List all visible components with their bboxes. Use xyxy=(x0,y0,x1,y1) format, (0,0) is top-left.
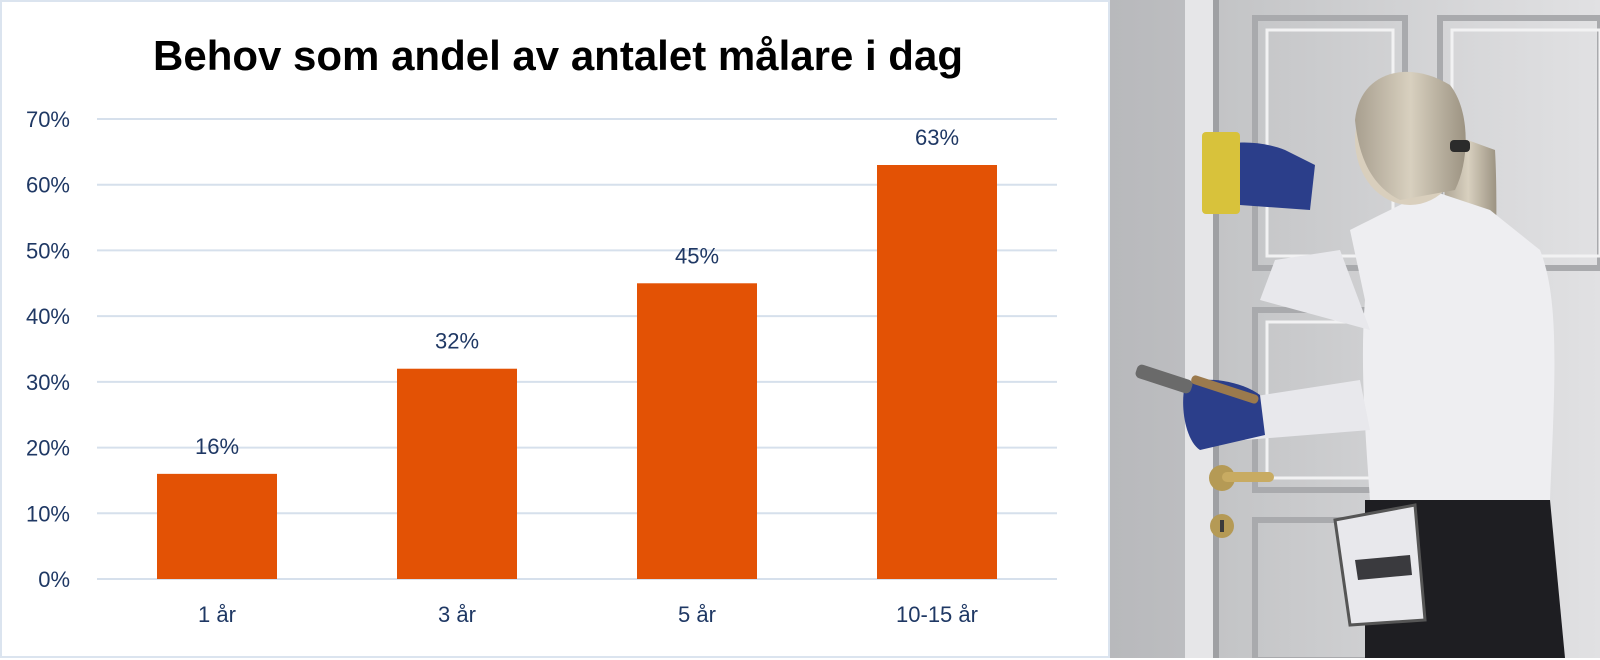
x-axis-ticks: 1 år 3 år 5 år 10-15 år xyxy=(198,602,978,627)
chart-title: Behov som andel av antalet målare i dag xyxy=(153,32,963,79)
x-tick-label: 1 år xyxy=(198,602,236,627)
bar xyxy=(637,283,757,579)
y-tick-label: 20% xyxy=(26,436,70,461)
bar xyxy=(157,473,277,579)
y-tick-label: 30% xyxy=(26,370,70,395)
y-tick-label: 60% xyxy=(26,173,70,198)
data-label: 45% xyxy=(675,243,719,268)
y-tick-label: 40% xyxy=(26,304,70,329)
chart-panel: Behov som andel av antalet målare i dag … xyxy=(0,0,1110,658)
painter-photo xyxy=(1110,0,1600,658)
y-tick-label: 50% xyxy=(26,238,70,263)
painter-sanding-door-image xyxy=(1110,0,1600,658)
x-tick-label: 10-15 år xyxy=(896,602,978,627)
data-label: 16% xyxy=(195,434,239,459)
data-label: 63% xyxy=(915,125,959,150)
y-tick-label: 0% xyxy=(38,567,70,592)
y-axis-ticks: 0% 10% 20% 30% 40% 50% 60% 70% xyxy=(26,107,70,592)
bar-chart: Behov som andel av antalet målare i dag … xyxy=(26,32,1057,627)
bar xyxy=(397,368,517,579)
x-tick-label: 3 år xyxy=(438,602,476,627)
bar xyxy=(877,165,997,579)
bars xyxy=(157,165,997,579)
y-tick-label: 10% xyxy=(26,501,70,526)
y-tick-label: 70% xyxy=(26,107,70,132)
data-labels: 16% 32% 45% 63% xyxy=(195,125,959,459)
data-label: 32% xyxy=(435,329,479,354)
x-tick-label: 5 år xyxy=(678,602,716,627)
